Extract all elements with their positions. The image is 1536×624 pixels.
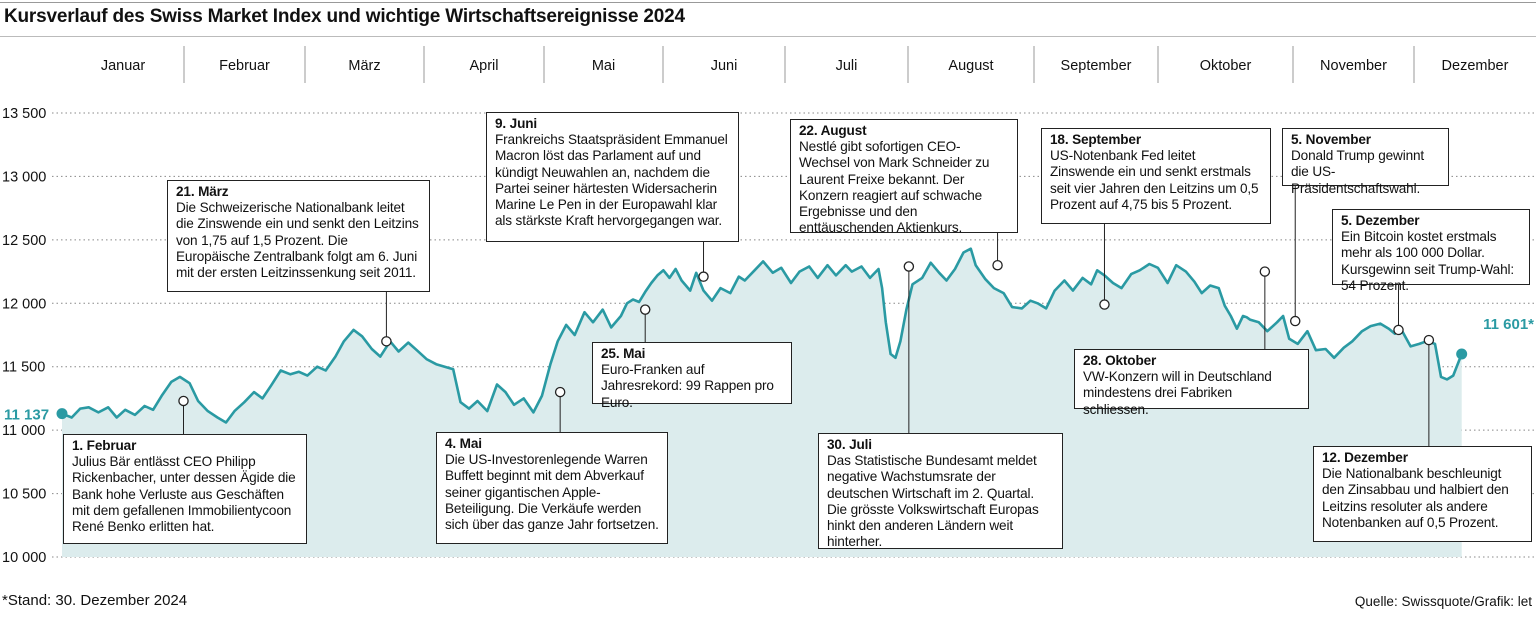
- event-marker: [992, 259, 1003, 271]
- event-date: 25. Mai: [601, 346, 646, 361]
- month-label: April: [469, 58, 498, 74]
- month-labels: Januar Februar März April Mai Juni Juli August S…: [101, 58, 1509, 74]
- month-label: September: [1061, 58, 1132, 74]
- event-date: 30. Juli: [827, 437, 872, 452]
- month-separators: [183, 46, 1415, 83]
- event-markers: [178, 259, 1435, 407]
- y-tick-label: 10 500: [2, 487, 46, 503]
- month-label: März: [348, 58, 380, 74]
- event-text: VW-Konzern will in Deutschland mindesten…: [1083, 369, 1272, 417]
- month-label: Juli: [836, 58, 858, 74]
- event-date: 5. Dezember: [1341, 213, 1420, 228]
- event-date: 12. Dezember: [1322, 450, 1408, 465]
- end-value-label: 11 601*: [1483, 316, 1534, 333]
- event-marker: [698, 271, 709, 282]
- event-marker: [639, 304, 651, 315]
- event-marker: [1099, 299, 1110, 310]
- endpoints: 11 137 11 601*: [4, 316, 1534, 424]
- event-marker: [1393, 324, 1404, 336]
- chart-title: Kursverlauf des Swiss Market Index und w…: [4, 6, 685, 27]
- month-label: Dezember: [1442, 58, 1509, 74]
- event-note: 25. Mai Euro-Franken auf Jahresrekord: 99…: [592, 342, 792, 410]
- event-date: 4. Mai: [445, 436, 482, 451]
- event-note: 22. August Nestlé gibt sofortigen CEO-Wec…: [790, 119, 1018, 236]
- event-text: Nestlé gibt sofortigen CEO-Wechsel von M…: [799, 139, 990, 236]
- month-label: Juni: [711, 58, 738, 74]
- event-text: Julius Bär entlässt CEO Philipp Rickenba…: [72, 454, 296, 535]
- top-rule: [0, 2, 1536, 3]
- source-credit: Quelle: Swissquote/Grafik: let: [1354, 594, 1532, 609]
- event-text: Die US-Investorenlegende Warren Buffett …: [445, 452, 659, 533]
- event-text: Euro-Franken auf Jahresrekord: 99 Rappen…: [601, 362, 774, 410]
- event-note: 21. März Die Schweizerische Nationalbank …: [167, 180, 430, 292]
- month-label: August: [948, 58, 993, 74]
- event-date: 5. November: [1291, 132, 1371, 147]
- event-note: 5. November Donald Trump gewinnt die US-P…: [1282, 128, 1449, 196]
- event-marker: [1423, 334, 1435, 346]
- event-date: 21. März: [176, 184, 229, 199]
- event-marker: [554, 386, 566, 398]
- event-text: US-Notenbank Fed leitet Zinswende ein un…: [1050, 148, 1259, 212]
- event-text: Das Statistische Bundesamt meldet negati…: [827, 453, 1039, 550]
- y-axis-labels: 10 000 10 500 11 000 11 500 12 000 12 500 13 0…: [2, 106, 46, 566]
- event-note: 28. Oktober VW-Konzern will in Deutschlan…: [1074, 349, 1309, 417]
- month-label: November: [1320, 58, 1387, 74]
- start-point: [56, 408, 68, 420]
- smi-line: [61, 247, 1463, 424]
- month-label: Oktober: [1200, 58, 1252, 74]
- event-note: 4. Mai Die US-Investorenlegende Warren Bu…: [436, 432, 668, 544]
- end-point: [1456, 348, 1468, 360]
- event-date: 18. September: [1050, 132, 1141, 147]
- month-label: Januar: [101, 58, 146, 74]
- event-marker: [903, 261, 915, 272]
- event-text: Donald Trump gewinnt die US-Präsidentsch…: [1291, 148, 1425, 196]
- event-note: 5. Dezember Ein Bitcoin kostet erstmals m…: [1332, 209, 1530, 293]
- event-date: 1. Februar: [72, 438, 137, 453]
- event-date: 22. August: [799, 123, 867, 138]
- month-label: Mai: [592, 58, 615, 74]
- y-tick-label: 13 500: [2, 106, 46, 122]
- header-rule: [0, 36, 1536, 37]
- event-note: 1. Februar Julius Bär entlässt CEO Philip…: [63, 434, 307, 544]
- y-tick-label: 11 000: [2, 423, 45, 439]
- event-date: 28. Oktober: [1083, 353, 1157, 368]
- event-note: 30. Juli Das Statistische Bundesamt melde…: [818, 433, 1063, 549]
- event-text: Die Nationalbank beschleunigt den Zinsab…: [1322, 466, 1509, 530]
- event-text: Die Schweizerische Nationalbank leitet d…: [176, 200, 419, 281]
- event-note: 9. Juni Frankreichs Staatspräsident Emman…: [486, 112, 739, 242]
- y-tick-label: 12 500: [2, 233, 46, 249]
- y-tick-label: 13 000: [2, 169, 46, 185]
- start-value-label: 11 137: [4, 407, 49, 424]
- event-text: Ein Bitcoin kostet erstmals mehr als 100…: [1341, 229, 1514, 293]
- event-note: 18. September US-Notenbank Fed leitet Zin…: [1041, 128, 1271, 224]
- y-tick-label: 11 500: [2, 360, 45, 376]
- y-tick-label: 12 000: [2, 296, 46, 312]
- month-label: Februar: [219, 58, 270, 74]
- event-marker: [178, 395, 189, 407]
- event-date: 9. Juni: [495, 116, 538, 131]
- event-marker: [381, 336, 392, 347]
- event-marker: [1259, 266, 1271, 277]
- event-marker: [1289, 315, 1301, 327]
- event-leaders: [183, 186, 1430, 446]
- event-note: 12. Dezember Die Nationalbank beschleunig…: [1313, 446, 1532, 542]
- y-tick-label: 10 000: [2, 550, 46, 566]
- footnote: *Stand: 30. Dezember 2024: [2, 592, 188, 609]
- event-text: Frankreichs Staatspräsident Emmanuel Mac…: [495, 132, 728, 229]
